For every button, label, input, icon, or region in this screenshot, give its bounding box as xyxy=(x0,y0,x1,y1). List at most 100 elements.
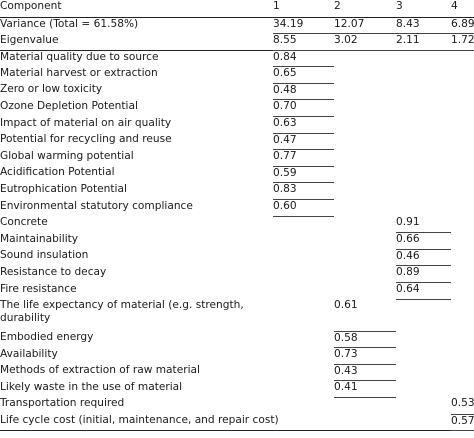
loading-cell xyxy=(451,216,474,233)
row-label: Fire resistance xyxy=(0,282,77,295)
loading-cell: 0.89 xyxy=(396,265,451,283)
loading-cell: 0.48 xyxy=(273,83,334,101)
table-row: Environmental statutory compliance 0.60 xyxy=(0,199,474,217)
loading-cell: 0.73 xyxy=(334,347,396,365)
table-row: Fire resistance 0.64 xyxy=(0,282,474,300)
loading-cell: 0.66 xyxy=(396,232,451,250)
loading-cell xyxy=(334,183,396,200)
loading-cell xyxy=(451,83,474,100)
loading-cell: 0.64 xyxy=(396,282,451,300)
table-row: Ozone Depletion Potential 0.70 xyxy=(0,99,474,118)
row-label: Availability xyxy=(0,347,58,360)
loading-cell xyxy=(273,283,334,300)
loading-cell: 0.46 xyxy=(396,249,451,267)
loading-cell: 0.58 xyxy=(334,331,396,349)
loading-cell xyxy=(334,67,396,84)
row-label: Acidification Potential xyxy=(0,166,115,179)
loading-cell xyxy=(396,117,451,134)
loading-cell xyxy=(334,266,396,283)
loading-cell xyxy=(451,166,474,183)
table-row: Life cycle cost (initial, maintenance, a… xyxy=(0,414,474,432)
row-label: Global warming potential xyxy=(0,149,134,162)
loading-cell: 8.43 xyxy=(396,17,451,35)
table-row: The life expectancy of material (e.g. st… xyxy=(0,299,474,332)
row-label: Methods of extraction of raw material xyxy=(0,364,200,377)
loading-cell xyxy=(396,200,451,217)
loading-cell xyxy=(451,299,474,331)
loading-cell: 0.41 xyxy=(334,380,396,398)
loading-cell: 0.77 xyxy=(273,149,334,167)
loading-cell: 12.07 xyxy=(334,17,396,35)
loading-cell xyxy=(451,133,474,150)
table-row: Global warming potential 0.77 xyxy=(0,149,474,167)
loading-cell xyxy=(273,381,334,398)
table-row: Material harvest or extraction 0.65 xyxy=(0,66,474,84)
loading-cell xyxy=(451,249,474,266)
loading-cell xyxy=(451,117,474,134)
loading-cell xyxy=(396,414,451,432)
loading-cell xyxy=(334,150,396,167)
loading-cell xyxy=(451,283,474,300)
loading-cell xyxy=(334,397,396,414)
loading-cell: 3.02 xyxy=(334,33,396,51)
loading-cell xyxy=(273,348,334,365)
row-label: Material quality due to source xyxy=(0,50,159,63)
table-body: Variance (Total = 61.58%) 34.19 12.07 8.43 6… xyxy=(0,17,474,432)
loading-cell xyxy=(396,133,451,150)
loading-cell xyxy=(334,117,396,134)
table-row: Sound insulation 0.46 xyxy=(0,249,474,267)
loading-cell xyxy=(273,216,334,233)
row-label: Embodied energy xyxy=(0,331,94,344)
table-row: Material quality due to source 0.84 xyxy=(0,50,474,68)
col-header-3: 3 xyxy=(396,0,451,18)
col-header-4: 4 xyxy=(451,0,474,18)
col-header-1: 1 xyxy=(273,0,334,18)
loading-cell: 0.61 xyxy=(334,299,396,332)
loading-cell xyxy=(451,200,474,217)
loading-cell xyxy=(334,216,396,233)
loading-cell xyxy=(396,381,451,398)
loading-cell xyxy=(273,331,334,348)
loading-cell: 0.63 xyxy=(273,116,334,134)
table-row: Variance (Total = 61.58%) 34.19 12.07 8.43 6… xyxy=(0,17,474,35)
loading-cell xyxy=(451,348,474,365)
loading-cell: 0.59 xyxy=(273,166,334,184)
row-label: Zero or low toxicity xyxy=(0,83,103,96)
loading-cell xyxy=(273,397,334,414)
table-row: Availability 0.73 xyxy=(0,347,474,365)
row-label: Eigenvalue xyxy=(0,33,273,51)
table-row: Likely waste in the use of material 0.41 xyxy=(0,380,474,398)
row-label: Ozone Depletion Potential xyxy=(0,99,138,112)
table-row: Resistance to decay 0.89 xyxy=(0,265,474,283)
header-row: Component 1 2 3 4 xyxy=(0,0,474,18)
loading-cell: 0.57 xyxy=(451,414,474,432)
loading-cell xyxy=(396,67,451,84)
component-header: Component xyxy=(0,0,273,18)
loading-cell xyxy=(396,331,451,348)
loading-cell xyxy=(451,100,474,117)
loading-cell xyxy=(451,183,474,200)
loading-cell: 0.70 xyxy=(273,99,334,118)
loading-cell xyxy=(273,266,334,283)
row-label: Environmental statutory compliance xyxy=(0,199,193,212)
table-row: Concrete 0.91 xyxy=(0,216,474,234)
loading-cell: 1.72 xyxy=(451,33,474,51)
row-label: Maintainability xyxy=(0,232,79,245)
table-row: Zero or low toxicity 0.48 xyxy=(0,83,474,101)
loading-cell: 0.84 xyxy=(273,50,334,68)
loading-cell xyxy=(451,233,474,250)
row-label: Likely waste in the use of material xyxy=(0,380,183,393)
loading-cell: 8.55 xyxy=(273,33,334,51)
loading-cell xyxy=(396,364,451,381)
loading-cell xyxy=(273,249,334,266)
table-row: Methods of extraction of raw material 0.4… xyxy=(0,364,474,382)
row-label: The life expectancy of material (e.g. st… xyxy=(0,299,244,325)
row-label: Resistance to decay xyxy=(0,265,107,278)
loading-cell: 0.83 xyxy=(273,182,334,201)
loading-cell xyxy=(334,414,396,432)
loading-cell xyxy=(451,266,474,283)
loading-cell xyxy=(334,283,396,300)
table-row: Impact of material on air quality 0.63 xyxy=(0,116,474,134)
loading-cell xyxy=(334,233,396,250)
